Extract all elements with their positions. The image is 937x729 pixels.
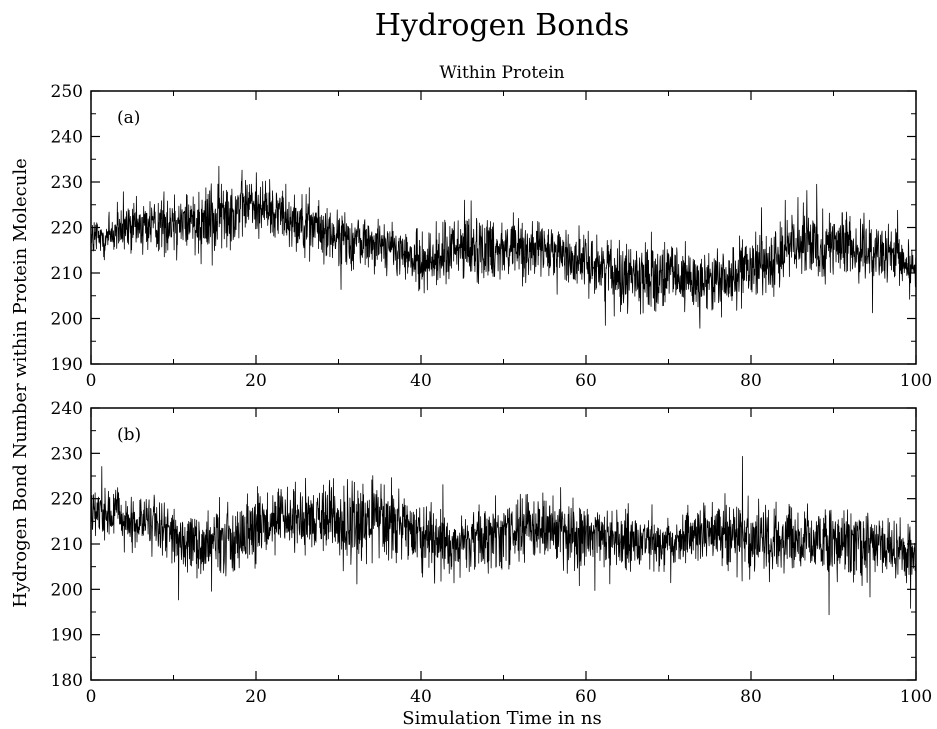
y-tick-label: 200: [51, 310, 83, 330]
y-tick-label: 200: [51, 580, 83, 600]
x-tick-label: 80: [740, 371, 762, 391]
x-tick-label: 20: [245, 371, 267, 391]
y-tick-label: 230: [51, 444, 83, 464]
y-tick-label: 210: [51, 535, 83, 555]
y-tick-label: 210: [51, 264, 83, 284]
chart-title: Hydrogen Bonds: [375, 8, 630, 43]
x-tick-label: 40: [410, 371, 432, 391]
data-series-trace: [90, 165, 917, 329]
y-tick-label: 220: [51, 219, 83, 239]
panel-b: 0 20 40 60 80 100 180 190 200 210 220 230 240 (b): [51, 399, 933, 707]
x-tick-label: 0: [86, 687, 97, 707]
y-tick-label: 240: [51, 399, 83, 419]
x-axis-label: Simulation Time in ns: [402, 708, 602, 729]
x-tick-label: 100: [900, 687, 932, 707]
x-tick-label: 20: [245, 687, 267, 707]
data-series-trace: [90, 455, 917, 616]
panel-a: 0 20 40 60 80 100 190 200 210 220 230 240 250 (a): [51, 82, 933, 391]
y-tick-label: 240: [51, 128, 83, 148]
y-tick-label: 180: [51, 671, 83, 691]
chart-subtitle: Within Protein: [439, 63, 564, 83]
y-tick-label: 190: [51, 355, 83, 375]
y-axis-label: Hydrogen Bond Number within Protein Mole…: [10, 158, 31, 607]
panel-label: (a): [117, 108, 140, 128]
x-tick-label: 60: [575, 371, 597, 391]
y-tick-label: 250: [51, 82, 83, 102]
x-tick-label: 40: [410, 687, 432, 707]
x-tick-label: 0: [86, 371, 97, 391]
y-tick-label: 230: [51, 173, 83, 193]
y-tick-label: 220: [51, 490, 83, 510]
x-tick-label: 100: [900, 371, 932, 391]
panel-label: (b): [117, 425, 141, 445]
x-tick-label: 80: [740, 687, 762, 707]
y-tick-label: 190: [51, 626, 83, 646]
x-tick-label: 60: [575, 687, 597, 707]
